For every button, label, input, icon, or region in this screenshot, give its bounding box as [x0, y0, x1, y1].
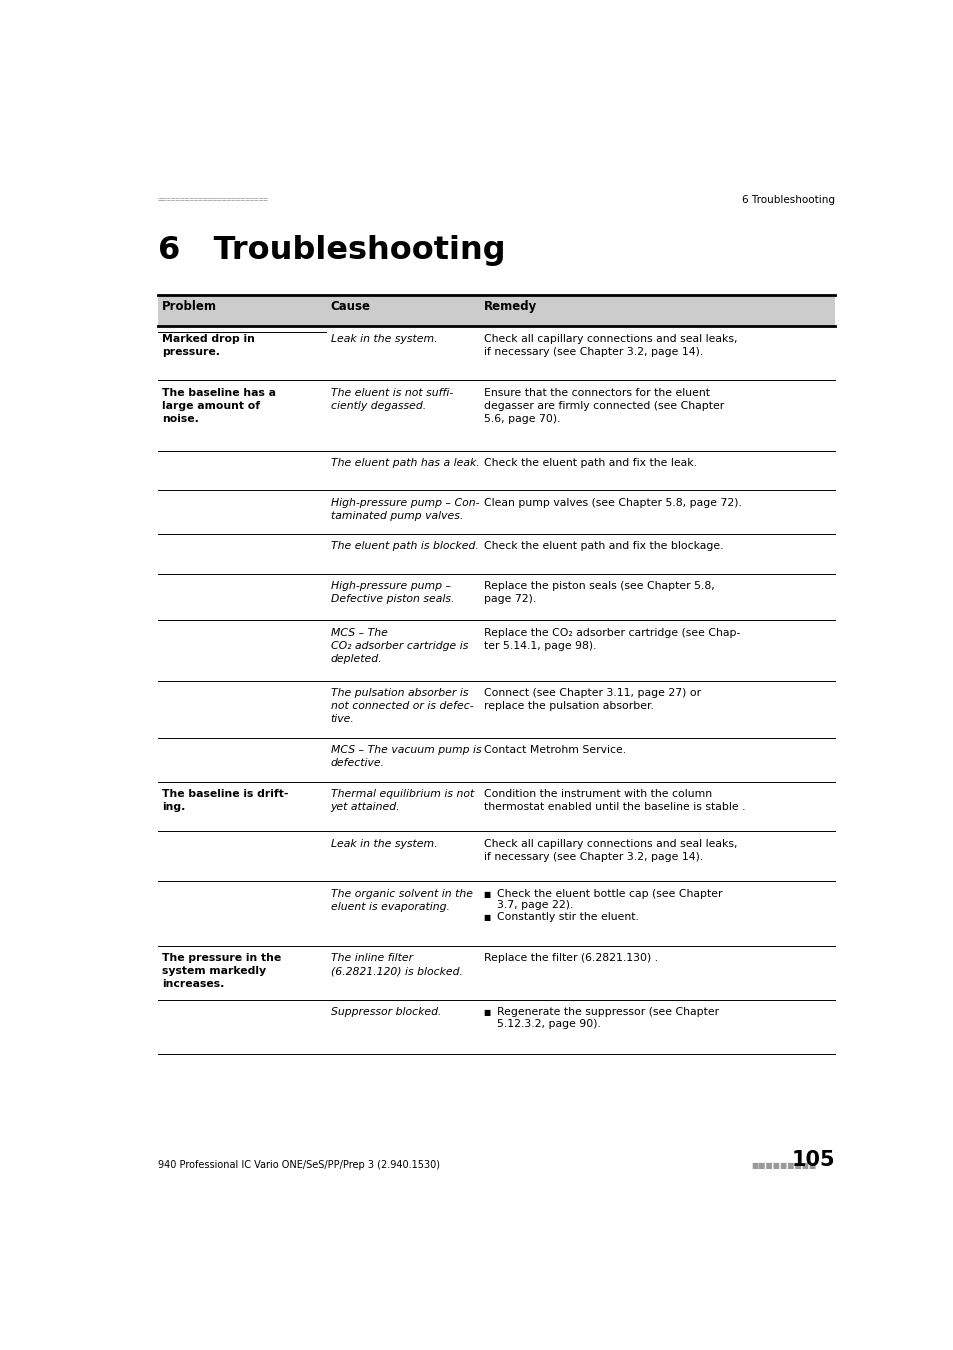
Text: Contact Metrohm Service.: Contact Metrohm Service. — [483, 745, 625, 755]
Text: Problem: Problem — [162, 300, 217, 313]
Text: Leak in the system.: Leak in the system. — [331, 838, 436, 849]
Text: 105: 105 — [790, 1150, 834, 1170]
Text: ■■■■■■■■■: ■■■■■■■■■ — [751, 1161, 816, 1170]
Text: The pulsation absorber is
not connected or is defec-
tive.: The pulsation absorber is not connected … — [331, 688, 473, 725]
Text: Clean pump valves (see Chapter 5.8, page 72).: Clean pump valves (see Chapter 5.8, page… — [483, 498, 740, 508]
Text: High-pressure pump – Con-
taminated pump valves.: High-pressure pump – Con- taminated pump… — [331, 498, 478, 521]
Text: Ensure that the connectors for the eluent
degasser are firmly connected (see Cha: Ensure that the connectors for the eluen… — [483, 387, 723, 424]
Text: Marked drop in
pressure.: Marked drop in pressure. — [162, 333, 254, 356]
Text: Condition the instrument with the column
thermostat enabled until the baseline i: Condition the instrument with the column… — [483, 788, 744, 811]
Text: The inline filter
(6.2821.120) is blocked.: The inline filter (6.2821.120) is blocke… — [331, 953, 462, 976]
Bar — [157, 296, 834, 327]
Text: Thermal equilibrium is not
yet attained.: Thermal equilibrium is not yet attained. — [331, 788, 474, 811]
Text: 6   Troubleshooting: 6 Troubleshooting — [157, 235, 505, 266]
Text: Check the eluent path and fix the blockage.: Check the eluent path and fix the blocka… — [483, 541, 722, 551]
Text: Leak in the system.: Leak in the system. — [331, 333, 436, 343]
Text: Replace the CO₂ adsorber cartridge (see Chap-
ter 5.14.1, page 98).: Replace the CO₂ adsorber cartridge (see … — [483, 628, 740, 651]
Text: The baseline has a
large amount of
noise.: The baseline has a large amount of noise… — [162, 387, 275, 424]
Text: Check all capillary connections and seal leaks,
if necessary (see Chapter 3.2, p: Check all capillary connections and seal… — [483, 333, 737, 356]
Text: ■: ■ — [483, 913, 491, 922]
Text: The eluent path has a leak.: The eluent path has a leak. — [331, 458, 479, 468]
Text: The organic solvent in the
eluent is evaporating.: The organic solvent in the eluent is eva… — [331, 888, 472, 911]
Text: Check the eluent bottle cap (see Chapter: Check the eluent bottle cap (see Chapter — [497, 888, 721, 899]
Text: MCS – The vacuum pump is
defective.: MCS – The vacuum pump is defective. — [331, 745, 481, 768]
Text: Cause: Cause — [331, 300, 371, 313]
Text: 3.7, page 22).: 3.7, page 22). — [497, 900, 573, 910]
Text: Regenerate the suppressor (see Chapter: Regenerate the suppressor (see Chapter — [497, 1007, 719, 1017]
Text: Remedy: Remedy — [483, 300, 537, 313]
Text: 5.12.3.2, page 90).: 5.12.3.2, page 90). — [497, 1019, 600, 1029]
Text: Suppressor blocked.: Suppressor blocked. — [331, 1007, 440, 1017]
Text: ========================: ======================== — [157, 196, 269, 204]
Text: ■: ■ — [483, 1008, 491, 1017]
Text: 6 Troubleshooting: 6 Troubleshooting — [741, 196, 834, 205]
Text: Check all capillary connections and seal leaks,
if necessary (see Chapter 3.2, p: Check all capillary connections and seal… — [483, 838, 737, 861]
Text: Replace the piston seals (see Chapter 5.8,
page 72).: Replace the piston seals (see Chapter 5.… — [483, 580, 714, 603]
Text: The eluent path is blocked.: The eluent path is blocked. — [331, 541, 478, 551]
Text: Replace the filter (6.2821.130) .: Replace the filter (6.2821.130) . — [483, 953, 658, 963]
Text: 940 Professional IC Vario ONE/SeS/PP/Prep 3 (2.940.1530): 940 Professional IC Vario ONE/SeS/PP/Pre… — [157, 1160, 439, 1170]
Text: MCS – The
CO₂ adsorber cartridge is
depleted.: MCS – The CO₂ adsorber cartridge is depl… — [331, 628, 468, 664]
Text: The baseline is drift-
ing.: The baseline is drift- ing. — [162, 788, 289, 811]
Text: Check the eluent path and fix the leak.: Check the eluent path and fix the leak. — [483, 458, 696, 468]
Text: High-pressure pump –
Defective piston seals.: High-pressure pump – Defective piston se… — [331, 580, 454, 603]
Text: Constantly stir the eluent.: Constantly stir the eluent. — [497, 913, 639, 922]
Text: The pressure in the
system markedly
increases.: The pressure in the system markedly incr… — [162, 953, 281, 990]
Text: Connect (see Chapter 3.11, page 27) or
replace the pulsation absorber.: Connect (see Chapter 3.11, page 27) or r… — [483, 688, 700, 711]
Text: ■: ■ — [483, 890, 491, 899]
Text: The eluent is not suffi-
ciently degassed.: The eluent is not suffi- ciently degasse… — [331, 387, 453, 410]
